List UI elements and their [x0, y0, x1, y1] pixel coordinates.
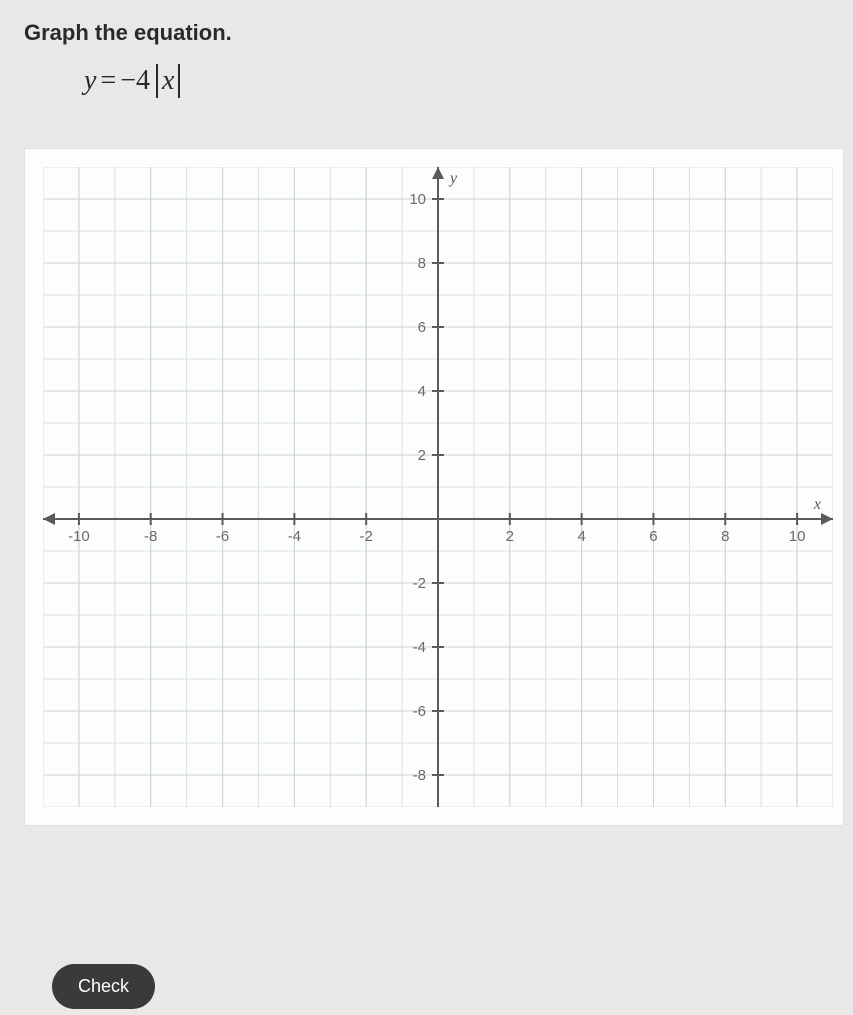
- equation-lhs: y: [84, 65, 96, 97]
- exercise-page: Graph the equation. y = −4 x -10 -8 -6 -4 -2…: [0, 0, 853, 1015]
- svg-text:2: 2: [506, 528, 514, 545]
- svg-text:-6: -6: [413, 703, 426, 720]
- equation-coef: −4: [120, 65, 150, 97]
- svg-text:-8: -8: [144, 528, 157, 545]
- prompt-text: Graph the equation.: [24, 20, 829, 46]
- svg-text:-10: -10: [68, 528, 90, 545]
- abs-bar-left-icon: [156, 64, 158, 98]
- equation-display: y = −4 x: [84, 64, 829, 98]
- svg-text:x: x: [813, 496, 821, 513]
- svg-text:-8: -8: [413, 767, 426, 784]
- svg-text:-4: -4: [413, 639, 426, 656]
- grid-svg[interactable]: -10 -8 -6 -4 -2 2 4 6 8 10 -8 -6 -4 -2 2 4 6 8 10 y x: [43, 167, 833, 807]
- svg-text:-6: -6: [216, 528, 229, 545]
- svg-text:4: 4: [577, 528, 585, 545]
- svg-text:-4: -4: [288, 528, 301, 545]
- check-button[interactable]: Check: [52, 964, 155, 1009]
- svg-text:-2: -2: [413, 575, 426, 592]
- svg-text:4: 4: [418, 383, 426, 400]
- svg-text:6: 6: [418, 319, 426, 336]
- svg-text:6: 6: [649, 528, 657, 545]
- equation-eq: =: [100, 65, 116, 97]
- svg-text:y: y: [448, 170, 458, 187]
- svg-text:10: 10: [789, 528, 806, 545]
- svg-text:2: 2: [418, 447, 426, 464]
- coordinate-grid[interactable]: -10 -8 -6 -4 -2 2 4 6 8 10 -8 -6 -4 -2 2 4 6 8 10 y x: [43, 167, 833, 807]
- svg-text:10: 10: [409, 191, 426, 208]
- equation-var: x: [160, 65, 176, 97]
- abs-bar-right-icon: [178, 64, 180, 98]
- svg-text:-2: -2: [360, 528, 373, 545]
- graph-panel: -10 -8 -6 -4 -2 2 4 6 8 10 -8 -6 -4 -2 2 4 6 8 10 y x: [24, 148, 844, 826]
- svg-text:8: 8: [721, 528, 729, 545]
- svg-text:8: 8: [418, 255, 426, 272]
